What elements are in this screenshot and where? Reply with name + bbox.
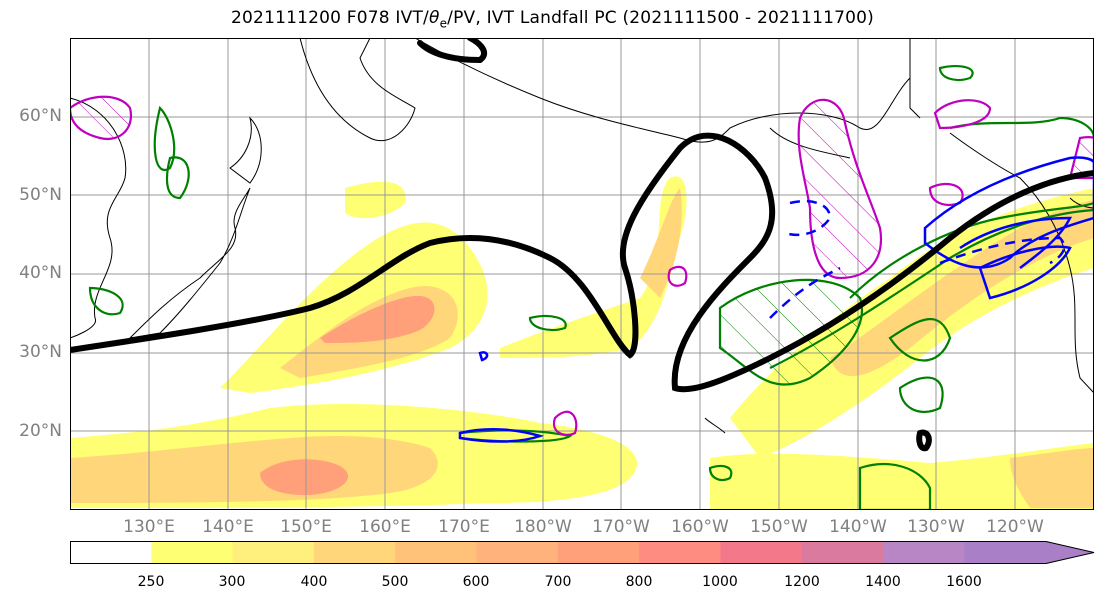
lat-label-50: 50°N: [19, 185, 62, 205]
lon-label-150w: 150°W: [750, 517, 808, 537]
colorbar-cell: [801, 541, 884, 564]
colorbar-tick: 500: [381, 574, 409, 590]
colorbar-cell: [557, 541, 640, 564]
lon-label-130w: 130°W: [907, 517, 965, 537]
colorbar-cell: [70, 541, 152, 564]
colorbar-cell: [395, 541, 477, 564]
lon-label-130e: 130°E: [123, 517, 175, 537]
colorbar-tick: 1600: [946, 574, 982, 590]
lat-label-40: 40°N: [19, 263, 62, 283]
colorbar-cell: [883, 541, 965, 564]
lat-label-60: 60°N: [19, 106, 62, 126]
colorbar-cell: [313, 541, 396, 564]
lon-label-170e: 170°E: [438, 517, 490, 537]
colorbar-cell: [151, 541, 234, 564]
colorbar-tick: 400: [300, 574, 328, 590]
ivt-landfall-contour: [70, 38, 1094, 452]
lon-label-180w: 180°W: [514, 517, 572, 537]
colorbar-tick: 250: [137, 574, 165, 590]
map-title: 2021111200 F078 IVT/θe/PV, IVT Landfall …: [231, 8, 874, 31]
pv-blue-contours: [458, 156, 1094, 443]
colorbar-tick: 800: [625, 574, 653, 590]
lon-label-160e: 160°E: [359, 517, 411, 537]
map-panel: [70, 38, 1094, 510]
lon-label-120w: 120°W: [986, 517, 1044, 537]
colorbar-cell: [639, 541, 721, 564]
theta-e-contours: [88, 64, 1094, 510]
colorbar-cell: [232, 541, 315, 564]
lat-label-30: 30°N: [19, 342, 62, 362]
lon-label-160w: 160°W: [671, 517, 729, 537]
colorbar-cell: [720, 541, 803, 564]
colorbar-tick: 600: [462, 574, 490, 590]
colorbar-cell: [476, 541, 559, 564]
lon-label-150e: 150°E: [280, 517, 332, 537]
ivt-shading: [70, 176, 1094, 510]
colorbar-tick: 700: [544, 574, 572, 590]
lat-label-20: 20°N: [19, 421, 62, 441]
colorbar-tick: 1000: [702, 574, 738, 590]
lon-label-140e: 140°E: [202, 517, 254, 537]
lon-label-140w: 140°W: [829, 517, 887, 537]
colorbar-tick: 300: [218, 574, 246, 590]
lon-label-170w: 170°W: [592, 517, 650, 537]
colorbar: [70, 541, 1095, 564]
colorbar-tick: 1400: [865, 574, 901, 590]
colorbar-tick: 1200: [784, 574, 820, 590]
coastlines: [70, 38, 1094, 434]
colorbar-cell: [964, 541, 1094, 564]
